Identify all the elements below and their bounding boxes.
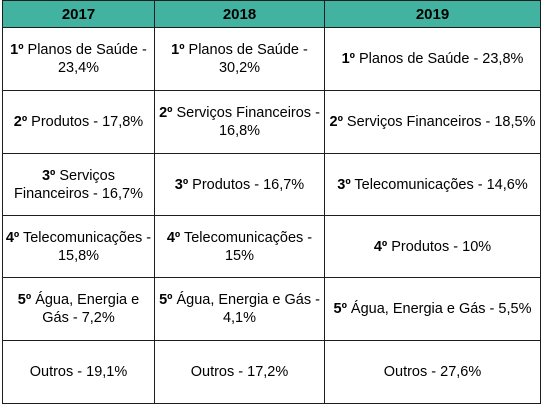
rank-label: 1º bbox=[10, 42, 24, 58]
table-cell: 4º Produtos - 10% bbox=[324, 215, 541, 278]
table-row: 5º Água, Energia e Gás - 7,2% 5º Água, E… bbox=[2, 277, 541, 341]
cell-text: Serviços Financeiros - 16,7% bbox=[14, 167, 143, 202]
table-cell: 5º Água, Energia e Gás - 7,2% bbox=[2, 277, 155, 341]
table-row: 3º Serviços Financeiros - 16,7% 3º Produ… bbox=[2, 153, 541, 216]
table-cell: 1º Planos de Saúde - 30,2% bbox=[154, 27, 325, 91]
table-cell: 3º Serviços Financeiros - 16,7% bbox=[2, 153, 155, 216]
table-row: 4º Telecomunicações - 15,8% 4º Telecomun… bbox=[2, 215, 541, 278]
rank-label: 5º bbox=[333, 301, 347, 317]
rank-label: 3º bbox=[41, 167, 56, 184]
table-cell: 2º Serviços Financeiros - 18,5% bbox=[324, 90, 541, 154]
table-cell: 2º Serviços Financeiros - 16,8% bbox=[154, 90, 325, 154]
rank-label: 2º bbox=[13, 114, 28, 130]
header-row: 2017 2018 2019 bbox=[2, 0, 541, 28]
cell-text: Água, Energia e Gás - 5,5% bbox=[346, 301, 532, 317]
table-row: 1º Planos de Saúde - 23,4% 1º Planos de … bbox=[2, 27, 541, 91]
cell-text: Produtos - 16,7% bbox=[188, 176, 305, 193]
table-cell: Outros - 17,2% bbox=[154, 340, 325, 404]
table-cell: 5º Água, Energia e Gás - 5,5% bbox=[324, 277, 541, 341]
rank-label: 2º bbox=[329, 114, 343, 130]
cell-text: Produtos - 10% bbox=[387, 238, 492, 255]
rank-label: 1º bbox=[171, 42, 185, 58]
cell-text: Telecomunicações - 15% bbox=[180, 229, 313, 264]
cell-text: Telecomunicações - 14,6% bbox=[350, 176, 528, 193]
table-cell: 2º Produtos - 17,8% bbox=[2, 90, 155, 154]
header-2018: 2018 bbox=[154, 0, 325, 28]
table-cell: 5º Água, Energia e Gás - 4,1% bbox=[154, 277, 325, 341]
table-cell: 3º Produtos - 16,7% bbox=[154, 153, 325, 216]
rank-label: 1º bbox=[341, 51, 355, 67]
cell-text: Serviços Financeiros - 16,8% bbox=[172, 105, 320, 139]
cell-text: Produtos - 17,8% bbox=[27, 114, 144, 130]
cell-text: Telecomunicações - 15,8% bbox=[19, 229, 152, 264]
rank-label: 4º bbox=[5, 229, 20, 246]
table-cell: 3º Telecomunicações - 14,6% bbox=[324, 153, 541, 216]
cell-text: Outros - 27,6% bbox=[383, 364, 482, 380]
cell-text: Outros - 17,2% bbox=[190, 364, 289, 380]
cell-text: Outros - 19,1% bbox=[29, 364, 128, 380]
table-row: Outros - 19,1% Outros - 17,2% Outros - 2… bbox=[2, 340, 541, 404]
rank-label: 4º bbox=[373, 238, 388, 255]
table-cell: 4º Telecomunicações - 15% bbox=[154, 215, 325, 278]
ranking-table: 2017 2018 2019 1º Planos de Saúde - 23,4… bbox=[2, 0, 541, 404]
rank-label: 2º bbox=[159, 105, 173, 121]
table-cell: 1º Planos de Saúde - 23,4% bbox=[2, 27, 155, 91]
header-2017: 2017 bbox=[2, 0, 155, 28]
rank-label: 4º bbox=[166, 229, 181, 246]
rank-label: 3º bbox=[174, 176, 189, 193]
table-row: 2º Produtos - 17,8% 2º Serviços Financei… bbox=[2, 90, 541, 154]
rank-label: 3º bbox=[337, 176, 351, 193]
table-cell: 4º Telecomunicações - 15,8% bbox=[2, 215, 155, 278]
cell-text: Serviços Financeiros - 18,5% bbox=[342, 114, 536, 130]
header-2019: 2019 bbox=[324, 0, 541, 28]
cell-text: Água, Energia e Gás - 4,1% bbox=[172, 292, 320, 326]
table-cell: 1º Planos de Saúde - 23,8% bbox=[324, 27, 541, 91]
rank-label: 5º bbox=[159, 292, 173, 308]
table-cell: Outros - 19,1% bbox=[2, 340, 155, 404]
rank-label: 5º bbox=[17, 292, 32, 308]
cell-text: Planos de Saúde - 23,8% bbox=[354, 51, 524, 67]
cell-text: Planos de Saúde - 23,4% bbox=[23, 42, 147, 76]
cell-text: Planos de Saúde - 30,2% bbox=[184, 42, 308, 76]
cell-text: Água, Energia e Gás - 7,2% bbox=[31, 292, 140, 326]
table-cell: Outros - 27,6% bbox=[324, 340, 541, 404]
